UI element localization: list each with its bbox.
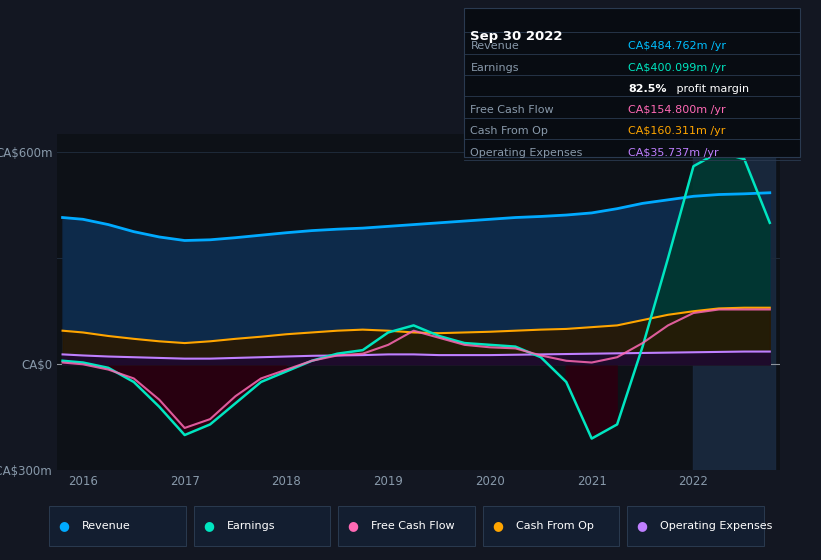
Text: ●: ● <box>58 519 70 533</box>
Text: Free Cash Flow: Free Cash Flow <box>371 521 455 531</box>
Text: CA$400.099m /yr: CA$400.099m /yr <box>628 63 726 73</box>
Text: Operating Expenses: Operating Expenses <box>470 148 583 158</box>
Text: 82.5%: 82.5% <box>628 84 667 94</box>
Text: Earnings: Earnings <box>470 63 519 73</box>
Text: Sep 30 2022: Sep 30 2022 <box>470 30 563 43</box>
Text: CA$154.800m /yr: CA$154.800m /yr <box>628 105 726 115</box>
Text: Cash From Op: Cash From Op <box>516 521 594 531</box>
Bar <box>694 134 775 470</box>
Text: CA$160.311m /yr: CA$160.311m /yr <box>628 127 726 137</box>
Text: ●: ● <box>492 519 503 533</box>
Text: profit margin: profit margin <box>673 84 750 94</box>
Text: CA$484.762m /yr: CA$484.762m /yr <box>628 41 726 52</box>
Text: Earnings: Earnings <box>227 521 275 531</box>
Text: Free Cash Flow: Free Cash Flow <box>470 105 554 115</box>
Text: Revenue: Revenue <box>470 41 519 52</box>
Text: ●: ● <box>347 519 359 533</box>
Text: CA$35.737m /yr: CA$35.737m /yr <box>628 148 718 158</box>
Text: Revenue: Revenue <box>82 521 131 531</box>
Text: ●: ● <box>203 519 214 533</box>
Text: Operating Expenses: Operating Expenses <box>660 521 773 531</box>
Text: Cash From Op: Cash From Op <box>470 127 548 137</box>
Text: ●: ● <box>636 519 648 533</box>
